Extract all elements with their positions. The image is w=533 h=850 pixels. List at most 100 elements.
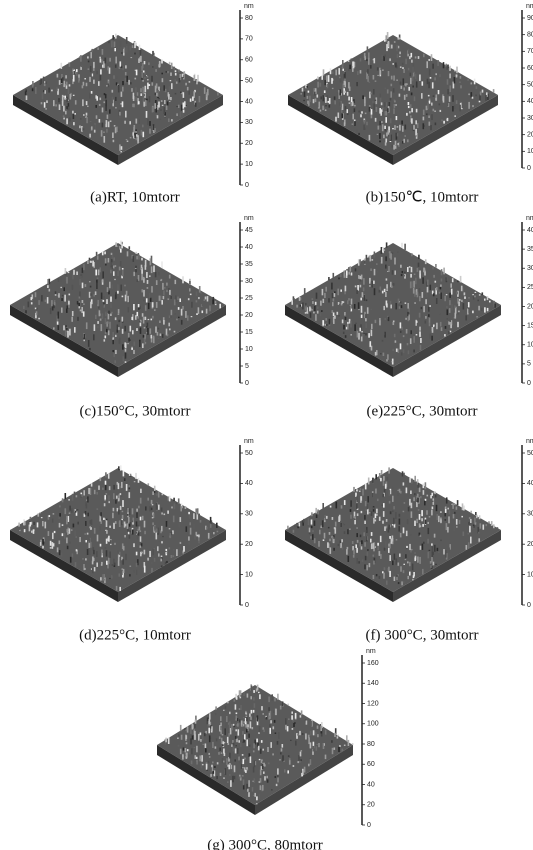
surface-texture bbox=[157, 332, 159, 336]
surface-texture bbox=[144, 327, 146, 329]
surface-texture bbox=[169, 528, 171, 529]
surface-texture bbox=[74, 113, 76, 115]
surface-texture bbox=[383, 503, 385, 508]
surface-texture bbox=[189, 281, 191, 284]
surface-texture bbox=[133, 256, 135, 262]
surface-texture bbox=[211, 726, 213, 731]
surface-texture bbox=[263, 729, 265, 732]
surface-texture bbox=[388, 131, 390, 134]
surface-texture bbox=[158, 328, 160, 330]
surface-texture bbox=[52, 533, 54, 539]
surface-texture bbox=[487, 296, 489, 300]
surface-texture bbox=[348, 82, 350, 88]
surface-texture bbox=[63, 106, 65, 112]
surface-texture bbox=[440, 314, 442, 316]
surface-texture bbox=[275, 776, 277, 778]
surface-texture bbox=[71, 529, 73, 530]
surface-texture bbox=[430, 125, 432, 130]
surface-texture bbox=[202, 764, 204, 765]
colorbar-tick-label: 70 bbox=[245, 36, 253, 43]
surface-texture bbox=[344, 81, 346, 85]
surface-texture bbox=[87, 496, 89, 502]
surface-texture bbox=[196, 746, 198, 753]
surface-texture bbox=[24, 529, 26, 532]
surface-texture bbox=[65, 75, 67, 78]
surface-texture bbox=[136, 512, 138, 518]
surface-texture bbox=[468, 102, 470, 109]
surface-texture bbox=[428, 116, 430, 119]
surface-texture bbox=[204, 87, 206, 94]
surface-texture bbox=[429, 101, 431, 104]
surface-texture bbox=[83, 311, 85, 316]
surface-texture bbox=[102, 488, 104, 490]
surface-texture bbox=[47, 285, 49, 288]
surface-texture bbox=[30, 517, 32, 519]
surface-texture bbox=[403, 338, 405, 343]
surface-texture bbox=[79, 297, 81, 299]
surface-texture bbox=[379, 576, 381, 579]
surface-texture bbox=[161, 59, 163, 63]
surface-texture bbox=[194, 747, 196, 748]
surface-texture bbox=[245, 770, 247, 773]
surface-texture bbox=[262, 785, 264, 791]
surface-texture bbox=[73, 71, 75, 75]
surface-texture bbox=[310, 742, 312, 748]
surface-texture bbox=[399, 554, 401, 557]
surface-texture bbox=[365, 333, 367, 335]
surface-texture bbox=[384, 40, 386, 42]
surface-texture bbox=[332, 79, 334, 81]
surface-texture bbox=[249, 745, 251, 747]
surface-texture bbox=[385, 256, 387, 261]
surface-texture bbox=[166, 71, 168, 72]
surface-texture bbox=[259, 726, 261, 732]
surface-texture bbox=[198, 307, 200, 314]
surface-texture bbox=[374, 288, 376, 295]
surface-texture bbox=[403, 511, 405, 513]
surface-texture bbox=[464, 292, 466, 295]
surface-texture bbox=[408, 507, 410, 512]
surface-texture bbox=[55, 291, 57, 294]
surface-texture bbox=[305, 312, 307, 313]
surface-texture bbox=[58, 278, 60, 282]
surface-texture bbox=[267, 747, 269, 752]
surface-texture bbox=[393, 506, 395, 509]
surface-texture bbox=[388, 544, 390, 547]
surface-texture bbox=[422, 292, 424, 298]
surface-texture bbox=[200, 756, 202, 758]
surface-texture bbox=[96, 492, 98, 495]
surface-texture bbox=[248, 734, 250, 738]
caption: (e)225°C, 30mtorr bbox=[367, 404, 478, 420]
surface-texture bbox=[344, 500, 346, 505]
surface-texture bbox=[18, 527, 20, 530]
surface-texture bbox=[116, 586, 118, 591]
surface-texture bbox=[245, 711, 247, 713]
surface-texture bbox=[216, 523, 218, 528]
surface-texture bbox=[73, 122, 75, 125]
surface-texture bbox=[133, 570, 135, 573]
surface-texture bbox=[92, 568, 94, 573]
surface-texture bbox=[91, 91, 93, 94]
colorbar-tick-label: 40 bbox=[527, 480, 533, 487]
surface-texture bbox=[217, 762, 219, 764]
surface-texture bbox=[434, 492, 436, 493]
surface-texture bbox=[364, 521, 366, 524]
surface-texture bbox=[346, 549, 348, 555]
surface-texture bbox=[123, 356, 125, 361]
surface-texture bbox=[122, 270, 124, 277]
colorbar-tick-label: 5 bbox=[527, 361, 531, 368]
surface-texture bbox=[113, 523, 115, 529]
surface-texture bbox=[445, 326, 447, 329]
surface-texture bbox=[166, 106, 168, 111]
surface-texture bbox=[412, 564, 414, 571]
surface-texture bbox=[346, 276, 348, 279]
surface-texture bbox=[96, 563, 98, 567]
surface-texture bbox=[158, 338, 160, 339]
surface-texture bbox=[191, 761, 193, 765]
surface-texture bbox=[443, 268, 445, 275]
surface-texture bbox=[419, 488, 421, 493]
surface-texture bbox=[108, 330, 110, 335]
surface-texture bbox=[317, 311, 319, 314]
surface-texture bbox=[103, 304, 105, 307]
surface-texture bbox=[252, 781, 254, 782]
surface-texture bbox=[383, 353, 385, 356]
